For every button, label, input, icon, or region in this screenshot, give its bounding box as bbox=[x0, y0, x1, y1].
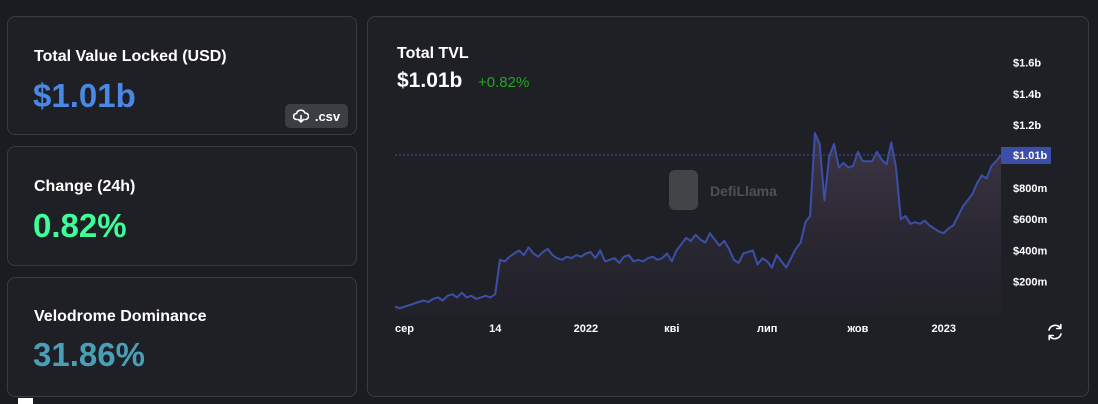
tvl-card: Total Value Locked (USD) $1.01b .csv bbox=[7, 16, 357, 135]
change-card: Change (24h) 0.82% bbox=[7, 146, 357, 266]
cloud-download-icon bbox=[292, 109, 309, 123]
current-value-label: $1.01b bbox=[1013, 150, 1048, 162]
tvl-chart[interactable]: DefiLlama $200m $400m $600m $800m $1.2b $1.4b… bbox=[368, 17, 1088, 396]
y-tick-label: $200m bbox=[1013, 277, 1047, 289]
y-tick-label: $1.2b bbox=[1013, 120, 1041, 132]
x-tick-label: 2022 bbox=[574, 323, 598, 335]
tvl-area bbox=[395, 133, 1001, 313]
current-value-badge bbox=[1001, 146, 1051, 164]
chart-total-value: $1.01b bbox=[397, 69, 463, 92]
csv-download-button[interactable]: .csv bbox=[285, 104, 348, 128]
x-tick-label: кві bbox=[664, 323, 679, 335]
scroll-marker bbox=[18, 398, 33, 404]
chart-title: Total TVL bbox=[397, 45, 469, 62]
x-tick-label: 2023 bbox=[931, 323, 955, 335]
csv-button-label: .csv bbox=[314, 108, 341, 124]
x-tick-label: 14 bbox=[489, 323, 502, 335]
dominance-card: Velodrome Dominance 31.86% bbox=[7, 277, 357, 397]
tvl-value: $1.01b bbox=[33, 77, 136, 114]
y-tick-label: $400m bbox=[1013, 245, 1047, 257]
change-label: Change (24h) bbox=[34, 178, 136, 195]
y-tick-label: $1.6b bbox=[1013, 58, 1041, 70]
refresh-icon[interactable] bbox=[1044, 321, 1066, 343]
x-tick-label: сер bbox=[395, 323, 414, 335]
y-tick-label: $1.4b bbox=[1013, 89, 1041, 101]
chart-change-value: +0.82% bbox=[478, 74, 530, 91]
dominance-value: 31.86% bbox=[33, 336, 145, 373]
defillama-watermark: DefiLlama bbox=[669, 170, 777, 210]
y-tick-label: $800m bbox=[1013, 183, 1047, 195]
watermark-text: DefiLlama bbox=[710, 183, 777, 199]
dominance-label: Velodrome Dominance bbox=[34, 308, 207, 325]
tvl-line bbox=[394, 132, 1002, 310]
x-tick-label: лип bbox=[757, 323, 777, 335]
y-tick-label: $600m bbox=[1013, 214, 1047, 226]
tvl-label: Total Value Locked (USD) bbox=[34, 48, 227, 65]
change-value: 0.82% bbox=[33, 207, 127, 244]
x-tick-label: жов bbox=[846, 323, 868, 335]
tvl-chart-card: DefiLlama $200m $400m $600m $800m $1.2b $1.4b… bbox=[367, 16, 1089, 397]
